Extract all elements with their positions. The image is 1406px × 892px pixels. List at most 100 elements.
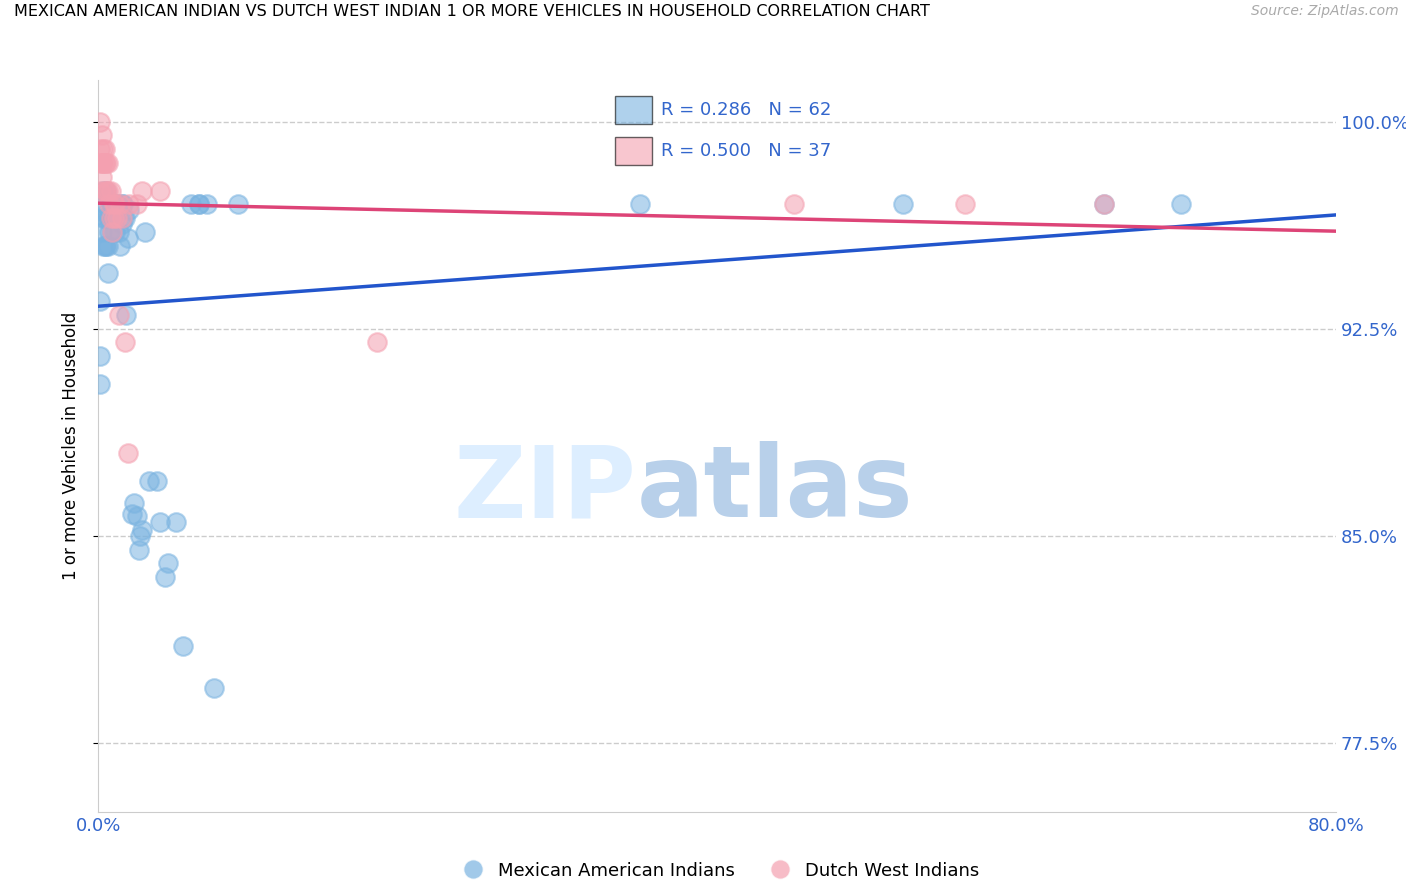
Point [89,376,111,391]
Point [121,507,143,521]
Point [100,211,122,226]
Point [98,197,121,211]
Point [226,197,249,211]
Point [91,142,114,156]
Point [91,239,114,253]
Point [153,570,176,584]
Point [97,156,120,170]
Point [173,639,195,653]
Text: Source: ZipAtlas.com: Source: ZipAtlas.com [1251,4,1399,19]
Text: MEXICAN AMERICAN INDIAN VS DUTCH WEST INDIAN 1 OR MORE VEHICLES IN HOUSEHOLD COR: MEXICAN AMERICAN INDIAN VS DUTCH WEST IN… [14,4,929,20]
Point [97,184,120,198]
Point [89,156,111,170]
Point [101,197,124,211]
Point [118,197,141,211]
Point [180,197,202,211]
Point [96,184,118,198]
Point [111,197,134,211]
Point [146,474,169,488]
Point [204,681,226,695]
Point [90,225,112,239]
Text: ZIP: ZIP [454,442,637,539]
Point [117,446,139,460]
Point [96,156,118,170]
Point [97,239,120,253]
Point [112,197,135,211]
Point [108,239,131,253]
Point [105,211,128,226]
Point [131,184,153,198]
Point [783,197,806,211]
Point [90,156,112,170]
Point [93,156,115,170]
Point [111,211,134,226]
Point [105,197,128,211]
Point [89,114,111,128]
Point [134,225,156,239]
Point [91,156,114,170]
Point [103,211,125,226]
Point [107,225,129,239]
Point [366,335,388,350]
Point [89,349,111,363]
Point [165,515,187,529]
Point [89,294,111,309]
Point [149,184,172,198]
Point [628,197,651,211]
Y-axis label: 1 or more Vehicles in Household: 1 or more Vehicles in Household [62,312,80,580]
Point [1092,197,1115,211]
Point [100,197,122,211]
Point [107,308,129,322]
Point [93,184,115,198]
Point [108,197,131,211]
Point [111,217,134,231]
Point [101,211,124,226]
Point [103,197,125,211]
Point [103,211,125,226]
FancyBboxPatch shape [614,136,652,165]
Point [157,557,180,571]
Point [96,239,118,253]
Point [93,239,115,253]
Point [149,515,172,529]
Point [89,184,111,198]
Legend: Mexican American Indians, Dutch West Indians: Mexican American Indians, Dutch West Ind… [447,855,987,887]
Point [114,211,136,226]
Point [100,184,122,198]
Point [138,474,160,488]
Point [90,169,112,184]
Point [97,211,120,226]
Point [104,197,127,211]
Point [98,211,121,226]
Point [128,542,150,557]
FancyBboxPatch shape [614,96,652,125]
Point [89,142,111,156]
Point [100,211,122,226]
Point [112,211,135,226]
Point [98,225,121,239]
Point [188,197,211,211]
Point [891,197,914,211]
Point [129,529,152,543]
Point [188,197,211,211]
Point [101,225,124,239]
Text: R = 0.500   N = 37: R = 0.500 N = 37 [661,142,831,160]
Point [104,197,127,211]
Point [1170,197,1192,211]
Point [91,211,114,226]
Point [107,202,129,217]
Point [93,197,115,211]
Point [953,197,976,211]
Point [195,197,218,211]
Point [118,202,141,217]
Point [93,211,115,226]
Point [127,509,149,524]
Point [115,308,138,322]
Point [114,335,136,350]
Point [131,523,153,537]
Point [96,206,118,220]
Point [97,267,120,281]
Point [101,225,124,239]
Point [90,128,112,143]
Point [93,142,115,156]
